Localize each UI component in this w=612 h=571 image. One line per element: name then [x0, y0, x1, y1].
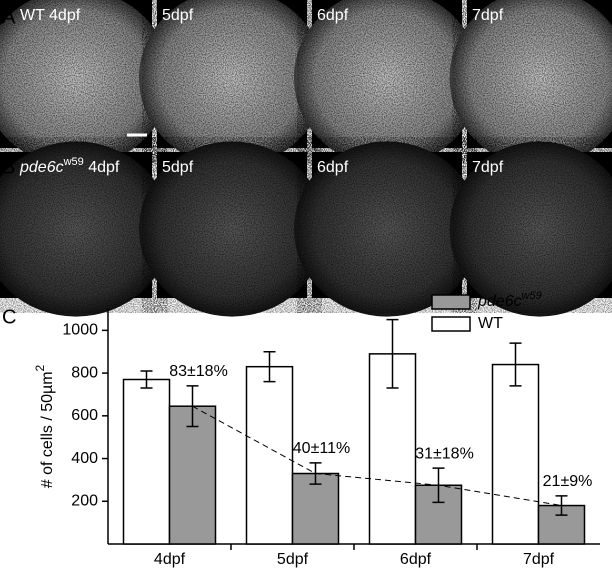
image-label: 5dpf	[162, 159, 194, 176]
error-bar	[555, 495, 568, 516]
y-tick-label: 400	[71, 450, 98, 467]
image-label: 7dpf	[472, 7, 504, 24]
trend-line	[192, 405, 562, 507]
error-bar	[186, 385, 199, 428]
label-superscript: w59	[63, 156, 84, 168]
x-tick-label: 4dpf	[154, 551, 186, 568]
image-texture	[467, 152, 612, 298]
panel-label: A	[2, 6, 16, 28]
image-label: 7dpf	[472, 159, 504, 176]
image-texture	[312, 152, 462, 298]
legend-name: pde6c	[477, 293, 522, 310]
legend-name: WT	[478, 315, 503, 332]
bar	[291, 472, 340, 545]
panel-label: C	[2, 306, 16, 328]
y-tick-label: 200	[71, 492, 98, 509]
y-label-text: # of cells / 50µm	[39, 371, 56, 488]
bar	[122, 378, 171, 545]
y-tick-label: 1000	[62, 322, 98, 339]
x-tick-label: 7dpf	[523, 551, 555, 568]
annotation: 40±11%	[293, 440, 350, 457]
image-label: 6dpf	[317, 7, 349, 24]
image-label: WT 4dpf	[20, 7, 81, 24]
image-texture	[312, 0, 462, 148]
image-label: pde6cw59 4dpf	[19, 156, 120, 176]
legend-superscript: w59	[522, 290, 542, 302]
legend-label: pde6cw59	[477, 290, 542, 310]
image-texture	[157, 0, 307, 148]
legend-swatch	[431, 294, 471, 310]
label-italic: pde6c	[19, 159, 64, 176]
bar	[491, 363, 540, 545]
y-axis-label: # of cells / 50µm2	[33, 364, 56, 488]
x-tick-label: 5dpf	[277, 551, 309, 568]
bar	[168, 405, 217, 545]
chart: 200 400 600 800 1000 # of cells / 50µm2 4dpf 5d…	[33, 290, 600, 568]
error-bar	[386, 318, 399, 389]
image-texture	[0, 152, 152, 298]
legend-swatch	[431, 316, 471, 332]
error-bar	[263, 350, 276, 383]
image-texture	[467, 0, 612, 148]
error-bar	[509, 342, 522, 387]
label-text: 4dpf	[84, 159, 120, 176]
y-tick-label: 800	[71, 364, 98, 381]
image-label: 5dpf	[162, 7, 194, 24]
legend-label: WT	[478, 315, 503, 332]
y-tick-label: 600	[71, 407, 98, 424]
image-texture	[0, 0, 152, 148]
panel-label: B	[2, 156, 15, 178]
annotation: 21±9%	[543, 473, 593, 490]
y-label-superscript: 2	[33, 364, 47, 371]
bar	[245, 365, 294, 545]
image-label: 6dpf	[317, 159, 349, 176]
x-tick-label: 6dpf	[400, 551, 432, 568]
error-bar	[140, 370, 153, 389]
annotation: 83±18%	[169, 363, 228, 380]
image-texture	[157, 152, 307, 298]
annotation: 31±18%	[415, 445, 474, 462]
